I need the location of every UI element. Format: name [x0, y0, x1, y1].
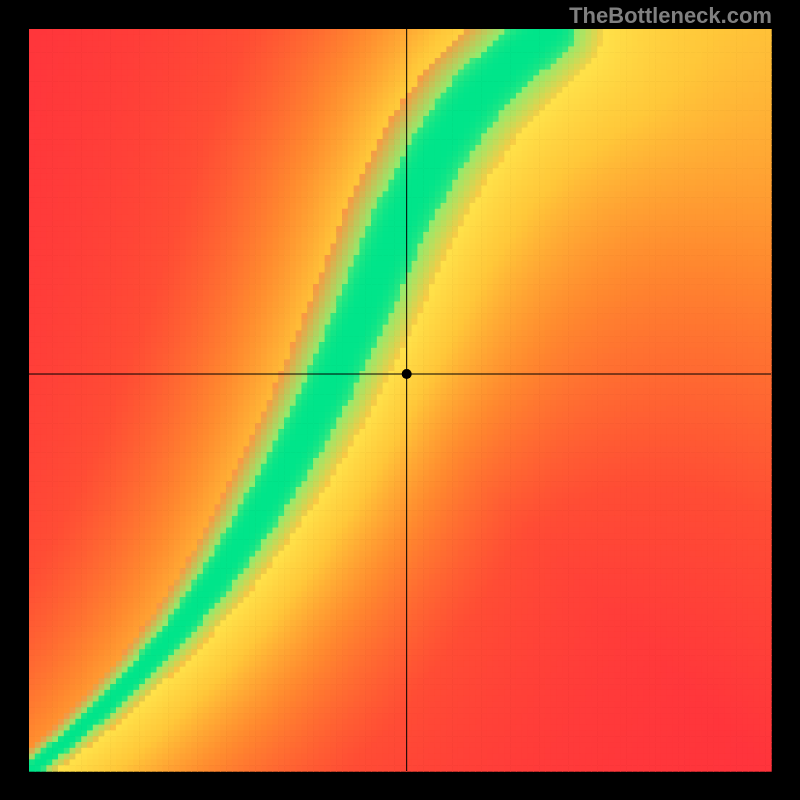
heatmap-canvas [0, 0, 800, 800]
chart-container: TheBottleneck.com [0, 0, 800, 800]
watermark-text: TheBottleneck.com [569, 3, 772, 29]
